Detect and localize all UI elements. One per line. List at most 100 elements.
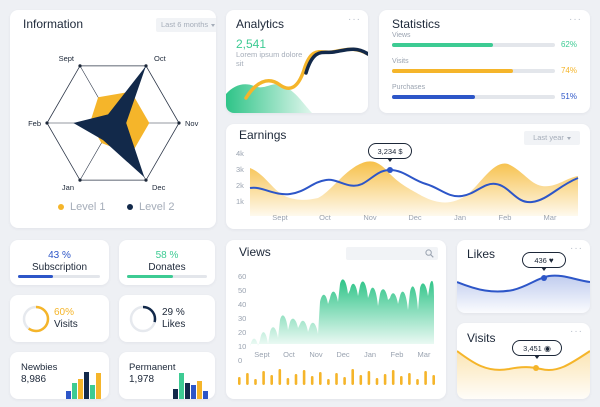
statistics-item-progress-fill bbox=[392, 69, 513, 73]
views-mini-bar bbox=[400, 376, 403, 385]
earnings-tooltip: 3,234 $ bbox=[368, 143, 412, 162]
donates-label: Donates bbox=[148, 262, 186, 273]
radar-vertex-dot bbox=[45, 121, 49, 125]
legend-level-2-label: Level 2 bbox=[139, 201, 175, 213]
views-x-tick: Mar bbox=[418, 350, 431, 359]
statistics-item-progress bbox=[392, 69, 555, 73]
likes-marker[interactable] bbox=[541, 275, 547, 281]
more-options-icon[interactable]: ··· bbox=[570, 243, 583, 254]
newbies-mini-bars bbox=[66, 372, 101, 399]
views-mini-bar bbox=[302, 370, 306, 385]
earnings-period-value: Last year bbox=[533, 133, 564, 142]
information-period-value: Last 6 months bbox=[161, 20, 209, 29]
statistics-item-percent: 51% bbox=[560, 92, 577, 101]
statistics-item-percent: 74% bbox=[560, 66, 577, 75]
permanent-value: 1,978 bbox=[129, 374, 155, 385]
donates-progress bbox=[127, 275, 207, 278]
statistics-item-percent: 62% bbox=[560, 40, 577, 49]
radar-month-label: Dec bbox=[152, 183, 166, 192]
heart-icon: ♥ bbox=[548, 256, 554, 265]
views-mini-bar bbox=[327, 379, 330, 385]
earnings-marker[interactable] bbox=[387, 167, 393, 173]
subscription-progress-fill bbox=[18, 275, 54, 278]
information-period-dropdown[interactable]: Last 6 months bbox=[156, 18, 216, 32]
search-icon bbox=[425, 249, 434, 258]
views-mini-bar bbox=[359, 375, 363, 385]
more-options-icon[interactable]: ··· bbox=[569, 14, 582, 25]
earnings-card: Earnings Last year 4k 3k 2k 1k Sept Oct Nov De… bbox=[226, 124, 590, 229]
legend-level-1: Level 1 bbox=[58, 201, 105, 213]
earnings-x-tick: Mar bbox=[544, 213, 557, 222]
likes-card: Likes ··· 436 ♥ bbox=[457, 240, 590, 313]
visits-marker[interactable] bbox=[533, 365, 539, 371]
subscription-label: Subscription bbox=[31, 262, 88, 273]
statistics-item-label: Purchases bbox=[392, 84, 426, 91]
radar-month-label: Nov bbox=[185, 119, 199, 128]
statistics-item-label: Visits bbox=[392, 58, 409, 65]
information-title: Information bbox=[23, 17, 84, 31]
earnings-y-tick: 4k bbox=[236, 149, 244, 158]
legend-level-2: Level 2 bbox=[127, 201, 174, 213]
earnings-area-series bbox=[250, 161, 578, 216]
radar-month-label: Oct bbox=[154, 54, 167, 63]
views-title: Views bbox=[239, 245, 271, 259]
statistics-card: Statistics ··· Views 62% Visits 74% Purchase… bbox=[379, 10, 590, 113]
earnings-x-tick: Jan bbox=[454, 213, 466, 222]
statistics-item-label: Views bbox=[392, 32, 411, 39]
views-mini-bar bbox=[238, 377, 241, 385]
visits-chart bbox=[457, 350, 590, 399]
views-mini-bar bbox=[254, 379, 257, 385]
permanent-mini-bars bbox=[173, 373, 208, 399]
chevron-down-icon bbox=[566, 136, 571, 140]
radar-level-2-area bbox=[73, 65, 146, 178]
views-y-tick: 20 bbox=[238, 328, 246, 337]
views-y-tick: 0 bbox=[238, 356, 242, 365]
views-y-tick: 50 bbox=[238, 286, 246, 295]
visits-tooltip-value: 3,451 bbox=[523, 344, 542, 353]
visits-ring bbox=[22, 305, 50, 333]
earnings-period-dropdown[interactable]: Last year bbox=[524, 131, 580, 145]
views-x-tick: Dec bbox=[336, 350, 350, 359]
newbies-card: Newbies 8,986 bbox=[10, 352, 109, 399]
likes-ring-value: 29 % bbox=[162, 307, 185, 318]
views-x-tick: Oct bbox=[283, 350, 296, 359]
earnings-x-tick: Sept bbox=[272, 213, 288, 222]
statistics-item-progress bbox=[392, 95, 555, 99]
views-search[interactable] bbox=[346, 247, 438, 260]
radar-vertex-dot bbox=[144, 178, 148, 182]
statistics-item-progress bbox=[392, 43, 555, 47]
radar-month-label: Sept bbox=[59, 54, 75, 63]
earnings-title: Earnings bbox=[239, 128, 287, 142]
subscription-card: 43 % Subscription bbox=[10, 240, 109, 285]
earnings-y-tick: 3k bbox=[236, 165, 244, 174]
views-mini-bar bbox=[246, 373, 249, 385]
views-mini-bar bbox=[424, 371, 427, 385]
legend-dot-navy bbox=[127, 204, 133, 211]
legend-dot-yellow bbox=[58, 204, 64, 211]
views-mini-bar bbox=[432, 375, 435, 385]
more-options-icon[interactable]: ··· bbox=[570, 326, 583, 337]
radar-month-label: Jan bbox=[62, 183, 74, 192]
donates-progress-fill bbox=[127, 275, 174, 278]
views-x-tick: Nov bbox=[309, 350, 323, 359]
views-mini-bar bbox=[383, 374, 387, 385]
earnings-x-tick: Feb bbox=[499, 213, 512, 222]
views-mini-bar bbox=[294, 374, 298, 385]
likes-ring-label: Likes bbox=[162, 319, 186, 330]
permanent-label: Permanent bbox=[129, 362, 176, 373]
visits-tooltip: 3,451 ◉ bbox=[512, 340, 562, 359]
views-card: Views 60 50 40 30 20 10 0 Sept Oct Nov Dec Jan Feb M… bbox=[226, 240, 446, 399]
information-card: Information Last 6 months Oct Nov Dec Jan Fe… bbox=[10, 10, 216, 228]
subscription-value: 43 % bbox=[48, 250, 71, 261]
radar-vertex-dot bbox=[78, 178, 82, 182]
permanent-card: Permanent 1,978 bbox=[119, 352, 215, 399]
more-options-icon[interactable]: ··· bbox=[348, 14, 361, 25]
analytics-chart bbox=[226, 47, 368, 113]
analytics-caption: Lorem ipsum dolore sit bbox=[236, 50, 303, 68]
likes-tooltip: 436 ♥ bbox=[522, 252, 566, 271]
earnings-x-tick: Nov bbox=[363, 213, 377, 222]
views-x-tick: Feb bbox=[391, 350, 404, 359]
views-mini-bar bbox=[367, 371, 371, 385]
views-y-tick: 10 bbox=[238, 342, 246, 351]
views-x-tick: Sept bbox=[254, 350, 270, 359]
